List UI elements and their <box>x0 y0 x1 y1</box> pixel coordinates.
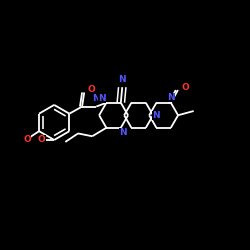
Text: N: N <box>167 92 175 102</box>
Text: N: N <box>98 94 106 103</box>
Text: O: O <box>88 85 95 94</box>
Text: N: N <box>118 75 126 84</box>
Text: O: O <box>181 83 189 92</box>
Text: O: O <box>38 136 46 144</box>
Text: N: N <box>92 94 100 103</box>
Text: O: O <box>24 134 32 143</box>
Text: N: N <box>119 128 127 136</box>
Text: N: N <box>152 111 160 120</box>
